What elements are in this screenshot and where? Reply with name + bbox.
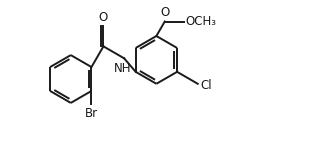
Text: O: O (160, 6, 169, 19)
Text: OCH₃: OCH₃ (186, 15, 216, 28)
Text: O: O (99, 11, 108, 24)
Text: Cl: Cl (200, 79, 212, 92)
Text: NH: NH (114, 62, 131, 75)
Text: Br: Br (85, 106, 98, 120)
